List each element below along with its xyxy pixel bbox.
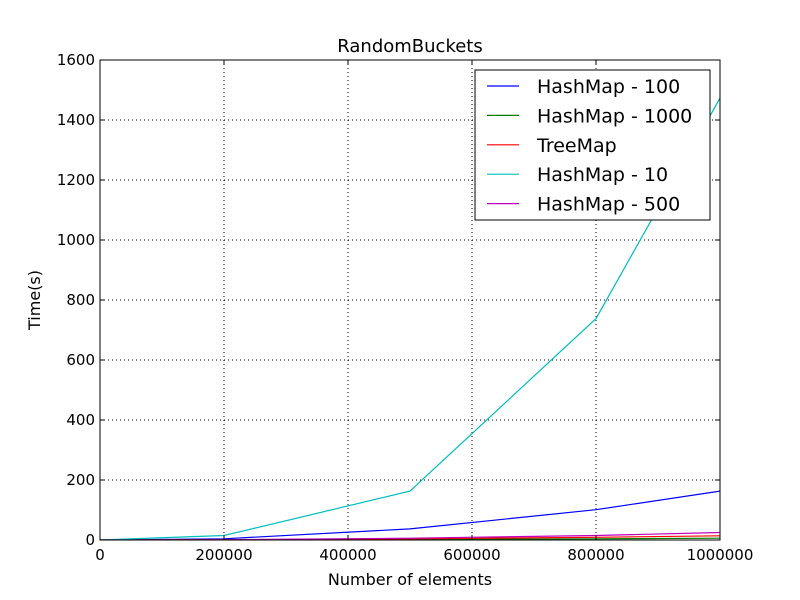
x-tick-label: 600000 [443,546,500,564]
y-tick-label: 400 [66,411,95,429]
y-tick-label: 1600 [57,51,95,69]
x-tick-label: 1000000 [687,546,754,564]
y-tick-label: 1400 [57,111,95,129]
x-axis-label: Number of elements [328,570,492,589]
y-tick-label: 200 [66,471,95,489]
x-tick-label: 200000 [195,546,252,564]
y-tick-label: 1000 [57,231,95,249]
legend-label: TreeMap [536,135,617,157]
x-tick-label: 400000 [319,546,376,564]
y-tick-label: 1200 [57,171,95,189]
y-axis-label: Time(s) [25,270,44,331]
series-line-hashmap-10 [100,97,720,540]
axis-ticks: 0 200000 400000 600000 800000 1000000 0 200 400 6… [57,51,754,564]
legend-label: HashMap - 1000 [537,105,692,127]
y-tick-label: 600 [66,351,95,369]
legend: HashMap - 100 HashMap - 1000 TreeMap HashMa… [474,69,711,221]
x-tick-label: 0 [95,546,105,564]
chart-title: RandomBuckets [337,36,482,57]
legend-label: HashMap - 10 [537,164,668,186]
series-line-hashmap-100 [100,490,720,540]
legend-label: HashMap - 500 [537,194,680,216]
y-tick-label: 0 [85,531,95,549]
x-tick-label: 800000 [567,546,624,564]
y-tick-label: 800 [66,291,95,309]
legend-label: HashMap - 100 [537,76,680,98]
